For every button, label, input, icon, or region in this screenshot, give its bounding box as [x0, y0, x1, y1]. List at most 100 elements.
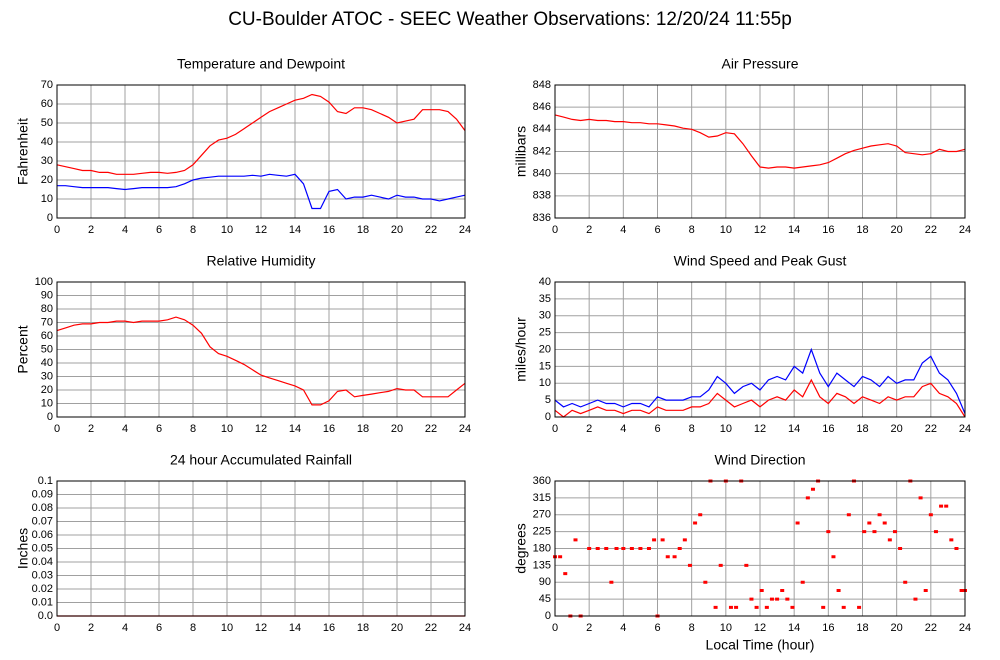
y-axis-label: millibars [513, 126, 529, 177]
x-tick-label: 18 [357, 224, 369, 236]
y-tick-label: 40 [41, 136, 53, 148]
data-point [923, 589, 928, 592]
y-axis-label: Inches [15, 528, 31, 569]
x-tick-label: 12 [754, 622, 766, 634]
data-point [933, 530, 938, 534]
x-tick-label: 22 [425, 423, 437, 435]
data-point [877, 513, 882, 517]
y-tick-label: 70 [41, 79, 53, 91]
data-point [867, 521, 872, 525]
data-point [862, 530, 867, 534]
y-tick-label: 836 [533, 212, 551, 224]
y-tick-label: 0.07 [32, 515, 53, 527]
x-tick-label: 4 [122, 423, 128, 435]
x-tick-label: 2 [586, 423, 592, 435]
data-point [621, 547, 626, 550]
data-point [780, 589, 785, 592]
data-point [800, 580, 805, 584]
plot-frame [56, 281, 466, 418]
x-tick-label: 18 [856, 622, 868, 634]
y-tick-label: 30 [41, 155, 53, 167]
data-point [587, 547, 592, 550]
x-axis-label: Local Time (hour) [706, 637, 815, 653]
data-point [687, 563, 692, 567]
y-tick-label: 20 [539, 343, 551, 355]
data-point [660, 538, 665, 542]
y-tick-label: 360 [533, 475, 551, 487]
y-tick-label: 100 [35, 276, 53, 288]
y-tick-label: 838 [533, 190, 551, 202]
x-tick-label: 0 [552, 224, 558, 236]
data-point [836, 589, 841, 592]
data-point [703, 580, 708, 584]
x-tick-label: 18 [856, 224, 868, 236]
x-tick-label: 6 [654, 224, 660, 236]
data-point [718, 563, 723, 567]
x-tick-label: 14 [289, 224, 301, 236]
y-tick-label: 50 [41, 117, 53, 129]
x-tick-label: 22 [425, 622, 437, 634]
chart-title: Temperature and Dewpoint [177, 56, 345, 72]
x-tick-label: 20 [391, 622, 403, 634]
y-tick-label: 60 [41, 98, 53, 110]
data-point [918, 496, 923, 500]
data-point [841, 605, 846, 609]
y-tick-label: 10 [539, 377, 551, 389]
data-point [810, 487, 815, 491]
plot-frame [56, 480, 466, 617]
x-tick-label: 0 [54, 423, 60, 435]
data-point [892, 530, 897, 534]
y-tick-label: 135 [533, 559, 551, 571]
data-point [744, 563, 749, 567]
x-tick-label: 10 [720, 423, 732, 435]
data-point [652, 538, 657, 542]
data-point [677, 547, 682, 550]
x-tick-label: 20 [891, 622, 903, 634]
x-tick-label: 20 [891, 224, 903, 236]
y-tick-label: 0.01 [32, 596, 53, 608]
plot-frame [554, 84, 966, 219]
x-tick-label: 10 [221, 423, 233, 435]
chart-title: Wind Direction [714, 452, 805, 468]
y-tick-label: 840 [533, 168, 551, 180]
x-tick-label: 0 [552, 622, 558, 634]
y-tick-label: 0.09 [32, 488, 53, 500]
data-point [939, 504, 944, 508]
data-point [728, 605, 733, 609]
x-tick-label: 12 [255, 224, 267, 236]
data-point [698, 513, 703, 517]
data-point [614, 547, 619, 550]
data-point [954, 547, 959, 550]
x-tick-label: 8 [689, 423, 695, 435]
data-point [872, 530, 877, 534]
x-tick-label: 2 [586, 622, 592, 634]
x-tick-label: 0 [54, 224, 60, 236]
x-tick-label: 18 [856, 423, 868, 435]
y-axis-label: degrees [513, 523, 529, 574]
y-tick-label: 842 [533, 145, 551, 157]
data-point [713, 605, 718, 609]
y-tick-label: 315 [533, 492, 551, 504]
y-tick-label: 90 [539, 576, 551, 588]
x-tick-label: 10 [720, 224, 732, 236]
x-tick-label: 2 [88, 622, 94, 634]
data-point [646, 547, 651, 550]
data-point [604, 547, 609, 550]
x-tick-label: 22 [925, 224, 937, 236]
x-tick-label: 20 [891, 423, 903, 435]
y-tick-label: 848 [533, 79, 551, 91]
data-point [928, 513, 933, 517]
y-tick-label: 40 [539, 276, 551, 288]
y-tick-label: 60 [41, 330, 53, 342]
x-tick-label: 0 [54, 622, 60, 634]
data-point [638, 547, 643, 550]
data-point [629, 547, 634, 550]
data-point [887, 538, 892, 542]
chart-panel: Wind Direction degrees Local Time (hour) 0 2… [513, 452, 971, 653]
x-tick-label: 24 [959, 622, 971, 634]
x-tick-label: 24 [959, 224, 971, 236]
y-tick-label: 225 [533, 526, 551, 538]
data-line [56, 93, 466, 175]
y-tick-label: 80 [41, 303, 53, 315]
